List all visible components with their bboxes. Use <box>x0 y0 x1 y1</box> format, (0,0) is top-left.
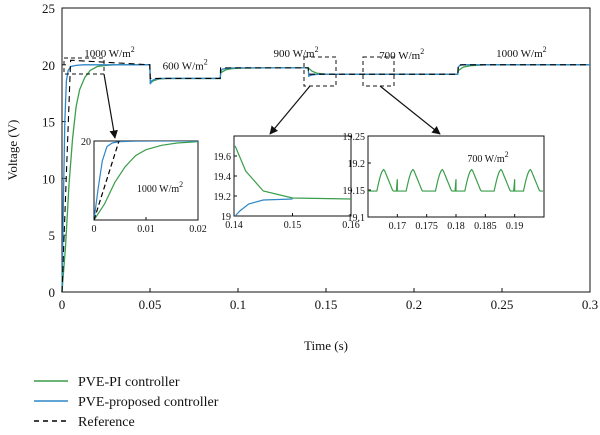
x-tick-label: 0.15 <box>315 297 338 312</box>
reference-line <box>61 59 590 293</box>
irradiance-label: 600 W/m2 <box>163 57 208 72</box>
inset-annotation-text: 700 W/m <box>467 154 505 165</box>
inset-x-tick-label: 0.19 <box>506 221 524 232</box>
inset-y-tick-label: 19.25 <box>343 132 366 143</box>
inset-x-tick-label: 0.18 <box>447 221 465 232</box>
inset-x-tick-label: 0.16 <box>342 220 360 231</box>
inset-pi-controller-line <box>94 141 198 220</box>
zoom-arrow <box>269 85 311 135</box>
zoom-arrow <box>379 85 441 135</box>
inset-frame <box>93 140 199 221</box>
legend-label: PVE-PI controller <box>78 375 180 390</box>
irradiance-label-sup: 2 <box>315 45 319 54</box>
irradiance-label: 1000 W/m2 <box>496 45 547 60</box>
inset-2: 0.14 0.15 0.16 19 19.2 19.4 19.6 <box>214 135 360 231</box>
legend-label: PVE-proposed controller <box>78 395 219 410</box>
inset-x-tick-label: 0.14 <box>225 220 243 231</box>
inset-x-tick-label: 0.185 <box>474 221 497 232</box>
inset-x-tick-label: 0.17 <box>389 221 407 232</box>
inset-x-tick-label: 0.02 <box>189 224 207 235</box>
inset-x-tick-label: 0.01 <box>137 224 155 235</box>
inset-pi-controller-line <box>368 168 544 192</box>
x-tick-label: 0.05 <box>139 297 162 312</box>
y-tick-label: 0 <box>49 285 56 300</box>
x-tick-label: 0.2 <box>406 297 422 312</box>
inset-series <box>234 145 351 216</box>
zoom-indicators <box>63 56 441 139</box>
inset-y-tick-label: 19.15 <box>343 186 366 197</box>
zoom-box <box>362 56 395 87</box>
inset-frame <box>367 135 545 218</box>
irradiance-label-sup: 2 <box>131 45 135 54</box>
irradiance-label-text: 1000 W/m <box>496 48 543 60</box>
inset-proposed-controller-line <box>94 141 198 220</box>
irradiance-label: 700 W/m2 <box>379 47 424 62</box>
irradiance-label: 1000 W/m2 <box>84 45 135 60</box>
inset-x-tick-label: 0 <box>92 224 97 235</box>
inset-y-tick-label: 19 <box>221 212 231 223</box>
legend-label: Reference <box>78 415 135 430</box>
irradiance-label: 900 W/m2 <box>274 45 319 60</box>
irradiance-label-text: 700 W/m <box>379 50 420 62</box>
inset-annotation-text: 1000 W/m <box>137 184 180 195</box>
y-tick-label: 15 <box>42 115 55 130</box>
y-tick-label: 20 <box>42 58 55 73</box>
zoom-box <box>303 56 337 87</box>
inset-y-tick-label: 20 <box>81 137 91 148</box>
inset-y-tick-label: 19.2 <box>348 159 366 170</box>
irradiance-label-sup: 2 <box>543 45 547 54</box>
irradiance-label-sup: 2 <box>204 57 208 66</box>
inset-series <box>94 141 198 220</box>
inset-3: 0.17 0.175 0.18 0.185 0.19 19.1 19.15 19.2 19.25… <box>343 132 545 232</box>
y-tick-label: 5 <box>49 228 56 243</box>
inset-reference-line <box>94 141 120 220</box>
inset-annotation: 700 W/m2 <box>467 150 508 165</box>
inset-x-tick-label: 0.175 <box>415 221 438 232</box>
x-tick-label: 0.1 <box>230 297 246 312</box>
x-tick-label: 0 <box>59 297 66 312</box>
inset-1: 0 0.01 0.02 20 1000 W/m2 <box>81 137 207 235</box>
inset-y-tick-label: 19.6 <box>214 152 232 163</box>
irradiance-label-text: 600 W/m <box>163 60 204 72</box>
inset-y-tick-label: 19.4 <box>214 172 232 183</box>
x-axis-label: Time (s) <box>304 338 348 353</box>
irradiance-label-text: 900 W/m <box>274 48 315 60</box>
inset-annotation-sup: 2 <box>505 150 509 159</box>
x-tick-label: 0.3 <box>582 297 598 312</box>
irradiance-label-text: 1000 W/m <box>84 48 131 60</box>
y-tick-label: 25 <box>42 1 55 16</box>
inset-pi-controller-line <box>234 145 351 200</box>
inset-series <box>368 168 544 192</box>
y-tick-label: 10 <box>42 171 55 186</box>
inset-x-tick-label: 0.15 <box>284 220 302 231</box>
y-axis-label: Voltage (V) <box>5 120 20 181</box>
inset-proposed-controller-line <box>234 198 293 216</box>
legend: PVE-PI controller PVE-proposed controller… <box>34 375 219 430</box>
inset-annotation: 1000 W/m2 <box>137 180 183 195</box>
x-tick-label: 0.25 <box>491 297 514 312</box>
irradiance-label-sup: 2 <box>420 47 424 56</box>
inset-annotation-sup: 2 <box>179 180 183 189</box>
inset-y-tick-label: 19.1 <box>348 213 366 224</box>
inset-frame <box>233 135 352 217</box>
inset-y-tick-label: 19.2 <box>214 192 232 203</box>
zoom-arrow <box>103 73 118 139</box>
